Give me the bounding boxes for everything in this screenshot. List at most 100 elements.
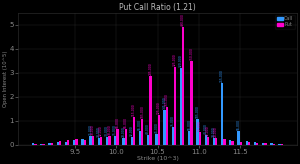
Bar <box>221 83 223 145</box>
Bar <box>116 129 119 145</box>
Text: 350,000: 350,000 <box>190 47 194 60</box>
Bar <box>141 119 143 145</box>
Bar <box>133 117 135 145</box>
Bar <box>108 135 110 145</box>
Bar <box>270 144 273 145</box>
Text: 32,000: 32,000 <box>130 125 134 136</box>
Text: 145,000: 145,000 <box>163 96 167 109</box>
Bar <box>256 143 258 145</box>
Bar <box>240 142 242 145</box>
Bar <box>65 142 67 145</box>
Bar <box>188 132 190 145</box>
Title: Put Call Ratio (1.21): Put Call Ratio (1.21) <box>119 3 196 12</box>
Bar <box>248 142 250 145</box>
Bar <box>51 143 53 145</box>
Bar <box>223 139 226 145</box>
Text: 40,000: 40,000 <box>146 123 150 134</box>
Text: 105,000: 105,000 <box>196 106 200 118</box>
X-axis label: Strike (10^3): Strike (10^3) <box>136 156 178 161</box>
Text: 52,000: 52,000 <box>198 120 202 131</box>
Bar <box>84 140 86 145</box>
Bar <box>190 61 193 145</box>
Bar <box>106 137 108 145</box>
Text: 30,000: 30,000 <box>105 126 109 136</box>
Text: 45,000: 45,000 <box>154 122 158 133</box>
Bar <box>92 135 94 145</box>
Text: 325,000: 325,000 <box>173 53 177 66</box>
Text: 55,000: 55,000 <box>187 120 191 131</box>
Text: 115,000: 115,000 <box>132 103 136 116</box>
Y-axis label: Open Interest (10^5): Open Interest (10^5) <box>3 50 8 107</box>
Bar <box>174 67 176 145</box>
Bar <box>34 144 37 145</box>
Bar <box>100 137 102 145</box>
Bar <box>59 141 61 145</box>
Text: 38,000: 38,000 <box>107 124 111 135</box>
Text: 40,000: 40,000 <box>204 123 208 134</box>
Text: 125,000: 125,000 <box>157 101 161 114</box>
Bar <box>122 138 125 145</box>
Bar <box>281 144 283 145</box>
Text: 28,000: 28,000 <box>122 126 125 137</box>
Bar <box>155 134 158 145</box>
Bar <box>40 144 43 145</box>
Bar <box>67 140 69 145</box>
Bar <box>73 140 75 145</box>
Text: 55,000: 55,000 <box>237 120 241 131</box>
Bar <box>213 138 215 145</box>
Bar <box>166 107 168 145</box>
Bar <box>125 129 127 145</box>
Text: 35,000: 35,000 <box>88 124 93 135</box>
Bar <box>114 136 116 145</box>
Text: 490,000: 490,000 <box>181 13 185 26</box>
Text: 320,000: 320,000 <box>179 54 183 67</box>
Bar <box>48 143 51 145</box>
Text: 35,000: 35,000 <box>113 124 117 135</box>
Bar <box>262 143 264 145</box>
Bar <box>246 141 248 145</box>
Legend: Call, Put: Call, Put <box>275 15 295 29</box>
Text: 32,000: 32,000 <box>99 125 103 136</box>
Bar <box>196 119 199 145</box>
Text: 75,000: 75,000 <box>171 115 175 126</box>
Text: 55,000: 55,000 <box>138 120 142 131</box>
Bar <box>215 138 217 145</box>
Bar <box>254 142 256 145</box>
Bar <box>158 115 160 145</box>
Bar <box>207 137 209 145</box>
Text: 38,000: 38,000 <box>91 124 95 135</box>
Text: 28,000: 28,000 <box>97 126 101 137</box>
Text: 285,000: 285,000 <box>148 62 152 75</box>
Bar <box>130 137 133 145</box>
Text: 65,000: 65,000 <box>124 117 128 128</box>
Bar <box>81 139 84 145</box>
Bar <box>180 68 182 145</box>
Bar <box>89 136 92 145</box>
Bar <box>232 141 234 145</box>
Bar <box>264 143 267 145</box>
Bar <box>229 140 232 145</box>
Bar <box>57 142 59 145</box>
Bar <box>273 144 275 145</box>
Bar <box>149 76 152 145</box>
Bar <box>98 138 100 145</box>
Text: 32,000: 32,000 <box>206 125 210 136</box>
Bar <box>43 144 45 145</box>
Bar <box>278 144 281 145</box>
Bar <box>139 132 141 145</box>
Bar <box>172 127 174 145</box>
Bar <box>199 132 201 145</box>
Text: 155,000: 155,000 <box>165 94 169 106</box>
Bar <box>75 139 78 145</box>
Bar <box>205 135 207 145</box>
Text: 28,000: 28,000 <box>214 126 218 137</box>
Bar <box>164 110 166 145</box>
Bar <box>182 27 184 145</box>
Bar <box>32 144 34 145</box>
Text: 105,000: 105,000 <box>140 106 144 118</box>
Text: 65,000: 65,000 <box>116 117 120 128</box>
Bar <box>147 135 149 145</box>
Text: 255,000: 255,000 <box>220 70 224 82</box>
Bar <box>237 132 240 145</box>
Text: 28,000: 28,000 <box>212 126 216 137</box>
